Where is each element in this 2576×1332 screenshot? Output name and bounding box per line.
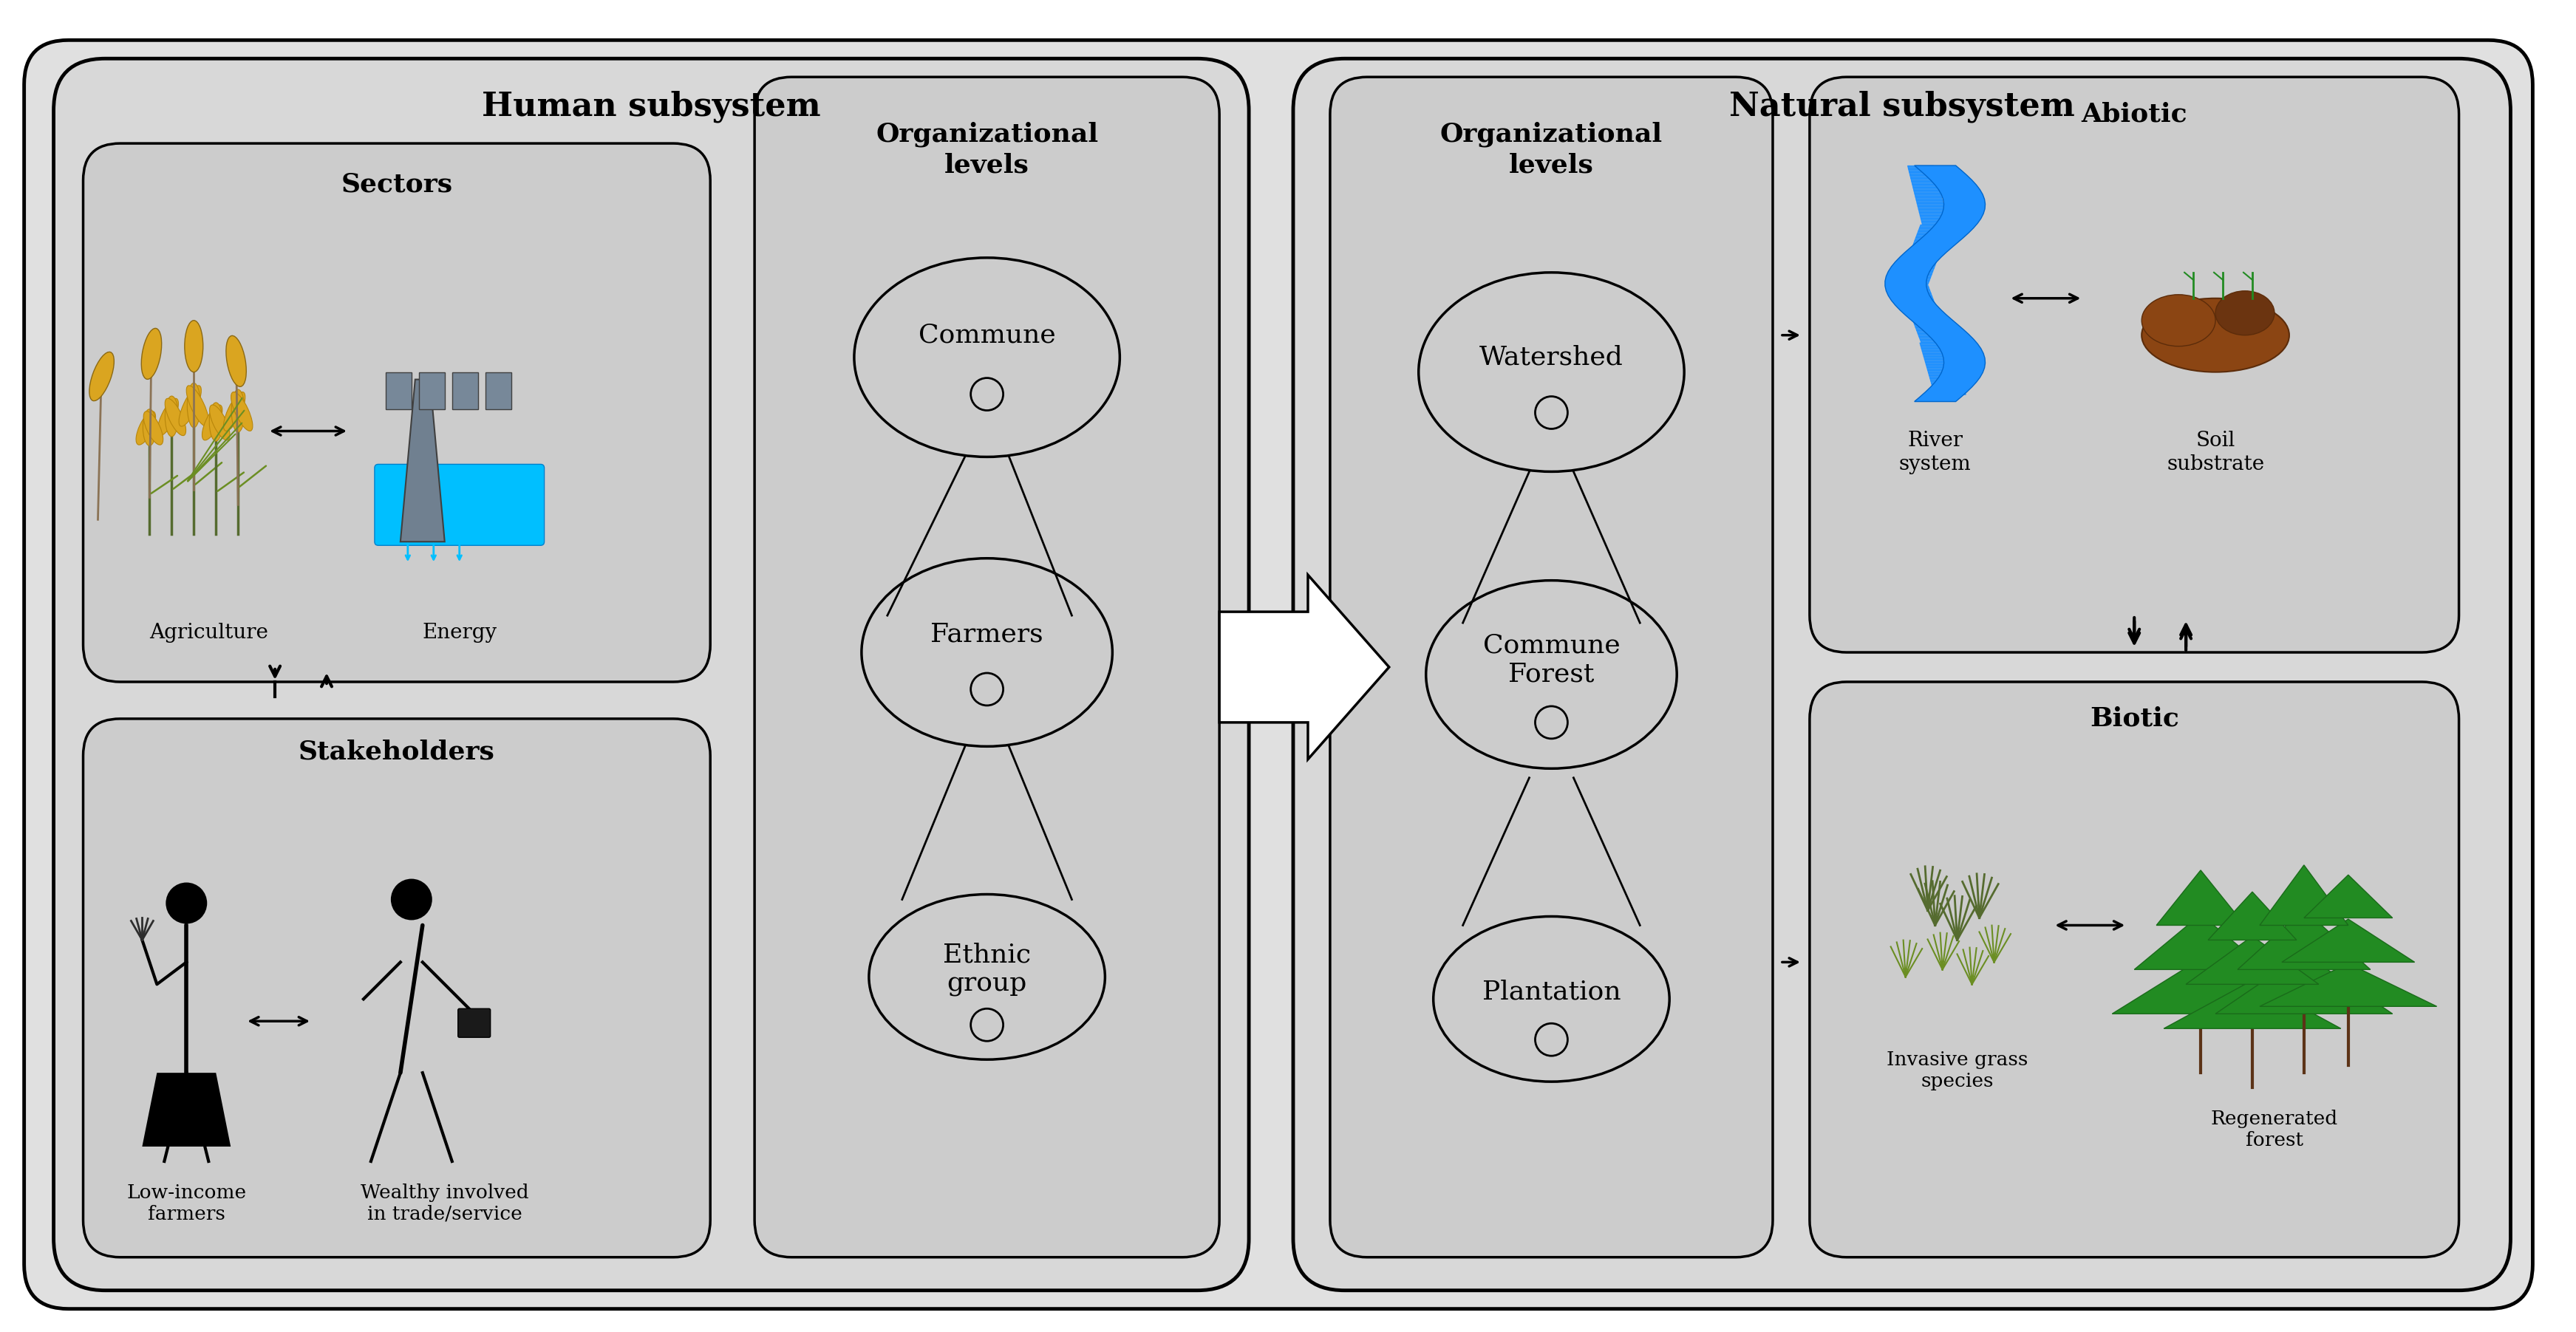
Polygon shape <box>1218 575 1388 759</box>
Ellipse shape <box>2141 298 2287 372</box>
FancyBboxPatch shape <box>374 465 544 545</box>
Text: Low-income
farmers: Low-income farmers <box>126 1183 247 1223</box>
Ellipse shape <box>142 409 157 446</box>
Polygon shape <box>2133 915 2267 970</box>
FancyBboxPatch shape <box>23 40 2532 1309</box>
Ellipse shape <box>178 385 201 426</box>
FancyBboxPatch shape <box>755 77 1218 1257</box>
Text: Regenerated
forest: Regenerated forest <box>2210 1110 2336 1150</box>
Polygon shape <box>2164 980 2339 1028</box>
Ellipse shape <box>188 382 201 428</box>
FancyBboxPatch shape <box>82 144 711 682</box>
Text: Stakeholders: Stakeholders <box>299 739 495 765</box>
Text: Commune
Forest: Commune Forest <box>1481 633 1620 687</box>
Ellipse shape <box>165 396 178 437</box>
Text: Biotic: Biotic <box>2089 706 2179 731</box>
FancyBboxPatch shape <box>1808 77 2458 653</box>
Ellipse shape <box>209 402 222 441</box>
Text: River
system: River system <box>1899 432 1971 474</box>
Polygon shape <box>2236 910 2370 970</box>
Ellipse shape <box>165 398 185 436</box>
FancyBboxPatch shape <box>459 1008 489 1038</box>
Ellipse shape <box>90 352 113 401</box>
Polygon shape <box>2282 919 2414 962</box>
Ellipse shape <box>144 412 162 445</box>
FancyBboxPatch shape <box>484 372 510 409</box>
Ellipse shape <box>860 558 1113 746</box>
Ellipse shape <box>227 336 247 386</box>
Ellipse shape <box>2215 290 2275 336</box>
Polygon shape <box>2156 870 2244 926</box>
Circle shape <box>392 879 433 920</box>
Polygon shape <box>2208 892 2295 940</box>
Text: Soil
substrate: Soil substrate <box>2166 432 2264 474</box>
Ellipse shape <box>868 894 1105 1059</box>
Ellipse shape <box>224 392 245 432</box>
Ellipse shape <box>1425 581 1677 769</box>
Ellipse shape <box>853 257 1121 457</box>
Ellipse shape <box>185 321 204 372</box>
Polygon shape <box>2215 954 2393 1014</box>
Circle shape <box>165 883 206 924</box>
Ellipse shape <box>232 392 252 432</box>
Ellipse shape <box>232 389 245 432</box>
FancyBboxPatch shape <box>1329 77 1772 1257</box>
FancyBboxPatch shape <box>420 372 446 409</box>
FancyBboxPatch shape <box>54 59 1249 1291</box>
Polygon shape <box>2259 963 2437 1007</box>
FancyBboxPatch shape <box>1293 59 2509 1291</box>
Polygon shape <box>2259 864 2347 926</box>
Text: Invasive grass
species: Invasive grass species <box>1886 1051 2027 1091</box>
Ellipse shape <box>157 398 178 436</box>
Text: Commune: Commune <box>917 322 1056 348</box>
Ellipse shape <box>137 412 155 445</box>
Text: Farmers: Farmers <box>930 621 1043 646</box>
Ellipse shape <box>209 405 229 440</box>
Polygon shape <box>142 1072 232 1147</box>
Text: Human subsystem: Human subsystem <box>482 91 822 123</box>
Text: Plantation: Plantation <box>1481 979 1620 1004</box>
Polygon shape <box>2112 959 2287 1014</box>
Text: Sectors: Sectors <box>340 172 453 197</box>
Polygon shape <box>1886 165 1984 401</box>
FancyBboxPatch shape <box>1808 682 2458 1257</box>
Text: Abiotic: Abiotic <box>2081 101 2187 127</box>
Ellipse shape <box>185 385 209 426</box>
Text: Organizational
levels: Organizational levels <box>1440 121 1662 178</box>
Text: Wealthy involved
in trade/service: Wealthy involved in trade/service <box>361 1183 528 1223</box>
Polygon shape <box>2184 936 2318 984</box>
Ellipse shape <box>142 328 162 380</box>
Text: Organizational
levels: Organizational levels <box>876 121 1097 178</box>
Text: Energy: Energy <box>422 623 497 643</box>
Ellipse shape <box>1419 273 1685 472</box>
Ellipse shape <box>201 405 222 440</box>
Text: Watershed: Watershed <box>1479 345 1623 370</box>
FancyBboxPatch shape <box>451 372 477 409</box>
Text: Natural subsystem: Natural subsystem <box>1728 91 2074 123</box>
Text: Ethnic
group: Ethnic group <box>943 942 1030 996</box>
Text: Agriculture: Agriculture <box>149 623 268 643</box>
FancyBboxPatch shape <box>82 719 711 1257</box>
FancyBboxPatch shape <box>386 372 412 409</box>
Polygon shape <box>2303 875 2393 918</box>
Polygon shape <box>399 380 446 542</box>
Ellipse shape <box>1432 916 1669 1082</box>
Ellipse shape <box>2141 294 2215 346</box>
